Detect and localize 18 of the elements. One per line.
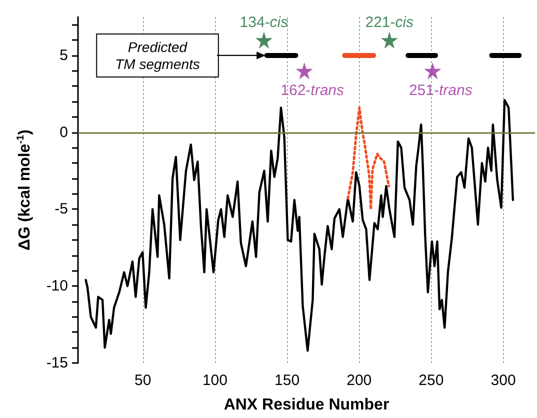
annotation: 221-cis (365, 14, 414, 32)
annotation: 162-trans (280, 82, 345, 99)
x-tick-label: 150 (274, 372, 300, 389)
y-tick-label: -5 (54, 200, 68, 218)
y-tick-label: 5 (60, 46, 68, 64)
x-tick-label: 200 (346, 372, 372, 389)
y-tick-label: -15 (46, 354, 68, 372)
annotation: 134-cis (240, 14, 289, 32)
annotation: Predicted TM segments (115, 38, 200, 72)
y-axis-title: ΔG (kcal mole-1) (16, 130, 34, 250)
x-tick-label: 250 (418, 372, 444, 389)
x-tick-label: 50 (134, 372, 152, 389)
x-axis-title: ANX Residue Number (224, 396, 390, 414)
annotation: 251-trans (408, 82, 473, 99)
y-tick-label: 0 (60, 124, 68, 141)
x-tick-label: 300 (490, 372, 516, 389)
x-tick-label: 100 (202, 372, 228, 389)
y-tick-label: -10 (46, 278, 68, 295)
